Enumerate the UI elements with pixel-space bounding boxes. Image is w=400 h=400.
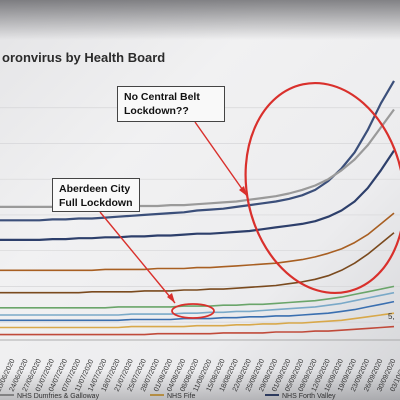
- series-line: [0, 212, 395, 272]
- annotation-central-belt: No Central Belt Lockdown??: [117, 86, 225, 122]
- legend-label: NHS Forth Valley: [282, 393, 336, 400]
- arrow-line: [99, 211, 176, 304]
- annotation-central-belt-line-2: Lockdown??: [124, 105, 189, 117]
- annotation-aberdeen-line-1: Aberdeen City: [59, 183, 131, 195]
- legend-label: NHS Fife: [167, 393, 196, 400]
- annotation-aberdeen-line-2: Full Lockdown: [59, 197, 133, 209]
- legend-label: NHS Dumfries & Galloway: [17, 393, 100, 400]
- annotation-aberdeen: Aberdeen City Full Lockdown: [52, 178, 140, 212]
- series-line: [0, 232, 395, 294]
- annotation-central-belt-line-1: No Central Belt: [124, 91, 200, 103]
- red-circle-annotation: [244, 81, 400, 295]
- chart-title: oronvirus by Health Board: [2, 50, 166, 65]
- y-tick-label: 5,: [388, 312, 395, 321]
- arrow-line: [194, 121, 248, 197]
